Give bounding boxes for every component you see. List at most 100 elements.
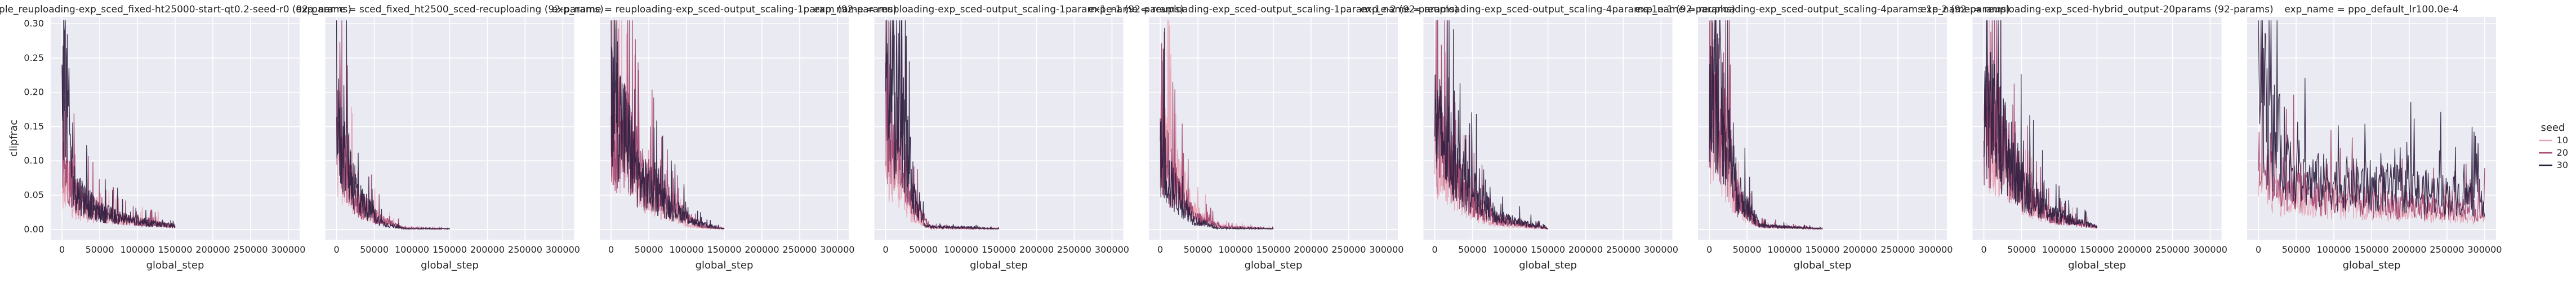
series-line-seed-30	[1160, 28, 1274, 231]
x-tick-label: 50000	[909, 244, 938, 255]
x-axis-label: global_step	[970, 259, 1028, 271]
x-tick-label: 150000	[707, 244, 741, 255]
x-tick-label: 0	[1706, 244, 1712, 255]
y-tick-label: 0.10	[24, 155, 44, 166]
x-tick-label: 100000	[1218, 244, 1253, 255]
series-line-seed-20	[610, 20, 725, 230]
x-tick-label: 50000	[86, 244, 114, 255]
legend-label-20: 20	[2557, 147, 2568, 158]
x-tick-label: 100000	[1767, 244, 1802, 255]
x-tick-label: 200000	[1294, 244, 1328, 255]
panel-title: ple_reuploading-exp_sced_fixed-ht25000-s…	[0, 4, 351, 15]
x-tick-label: 200000	[1019, 244, 1054, 255]
x-tick-label: 0	[333, 244, 339, 255]
legend-title: seed	[2541, 122, 2565, 134]
panel-6: 0 50000 100000 150000 200000 250000 300000glob…	[1361, 4, 1736, 271]
x-tick-label: 250000	[1331, 244, 1366, 255]
series-line-seed-30	[1434, 20, 1548, 230]
panel-title: exp_name = reuploading-exp_sced-output_s…	[552, 4, 897, 15]
x-tick-label: 200000	[195, 244, 230, 255]
x-tick-label: 200000	[1568, 244, 1603, 255]
panel-5: 0 50000 100000 150000 200000 250000 300000glob…	[1089, 4, 1459, 271]
panel-4: 0 50000 100000 150000 200000 250000 300000 glob…	[814, 4, 1184, 271]
x-tick-label: 250000	[2155, 244, 2190, 255]
x-tick-label: 250000	[1880, 244, 1915, 255]
x-tick-label: 150000	[2354, 244, 2388, 255]
series-line-seed-30	[61, 20, 176, 229]
x-tick-label: 0	[608, 244, 614, 255]
x-tick-label: 200000	[2392, 244, 2426, 255]
legend-label-30: 30	[2557, 160, 2568, 170]
x-tick-label: 50000	[2007, 244, 2036, 255]
x-tick-label: 250000	[2430, 244, 2464, 255]
x-tick-label: 0	[1981, 244, 1986, 255]
x-axis-label: global_step	[146, 259, 204, 271]
x-tick-label: 200000	[470, 244, 505, 255]
x-axis-label: global_step	[1245, 259, 1303, 271]
x-tick-label: 50000	[1458, 244, 1487, 255]
panel-9: 0 50000 100000 150000 200000 250000 300000 glob…	[2247, 4, 2502, 271]
panel-8: 0 50000 100000 150000 200000 250000 300000glob…	[1920, 4, 2273, 271]
x-tick-label: 250000	[782, 244, 817, 255]
panel-7: 0 50000 100000 150000 200000 250000 300000 glob…	[1635, 4, 2010, 271]
x-tick-label: 0	[1157, 244, 1163, 255]
y-axis-label: clipfrac	[8, 120, 20, 157]
panel-title: exp_name = reuploading-exp_sced-output_s…	[814, 4, 1184, 15]
x-tick-label: 150000	[1256, 244, 1290, 255]
x-tick-label: 150000	[1805, 244, 1839, 255]
series-line-seed-30	[610, 20, 725, 230]
x-tick-label: 300000	[2467, 244, 2502, 255]
series-line-seed-20	[1160, 32, 1274, 230]
chart-panels: 0.00 0.05 0.10 0.15 0.20 0.25 0.30 0 50000 100000…	[0, 4, 2502, 271]
x-tick-label: 50000	[1733, 244, 1762, 255]
x-tick-label: 250000	[233, 244, 268, 255]
x-tick-label: 300000	[1095, 244, 1129, 255]
series-line-seed-30	[336, 20, 451, 230]
legend-label-10: 10	[2557, 135, 2568, 146]
x-tick-label: 100000	[120, 244, 154, 255]
x-tick-label: 200000	[745, 244, 779, 255]
x-tick-label: 150000	[433, 244, 467, 255]
panel-title: exp_name = reuploading-exp_sced-hybrid_o…	[1920, 4, 2273, 15]
x-tick-label: 200000	[1843, 244, 1877, 255]
panel-title: exp_name = reuploading-exp_sced-output_s…	[1089, 4, 1459, 15]
x-tick-label: 300000	[1369, 244, 1403, 255]
x-axis-label: global_step	[1519, 259, 1577, 271]
x-tick-label: 0	[1432, 244, 1437, 255]
x-tick-label: 300000	[2193, 244, 2227, 255]
y-tick-label: 0.20	[24, 87, 44, 98]
x-tick-label: 150000	[1531, 244, 1565, 255]
x-tick-label: 300000	[820, 244, 854, 255]
x-tick-label: 100000	[669, 244, 703, 255]
y-tick-label: 0.05	[24, 190, 44, 200]
y-tick-label: 0.25	[24, 52, 44, 63]
x-tick-label: 50000	[2282, 244, 2311, 255]
x-axis-label: global_step	[2343, 259, 2401, 271]
panel-2: 0 50000 100000 150000 200000 250000 300000 glob…	[296, 4, 604, 271]
x-tick-label: 100000	[944, 244, 978, 255]
x-tick-label: 0	[883, 244, 888, 255]
x-axis-label: global_step	[2068, 259, 2126, 271]
x-tick-label: 250000	[1606, 244, 1641, 255]
y-tick-label: 0.30	[24, 18, 44, 29]
series-line-seed-30	[1709, 20, 1823, 230]
series-line-seed-30	[2258, 20, 2485, 217]
x-tick-label: 300000	[546, 244, 580, 255]
x-tick-label: 250000	[1057, 244, 1091, 255]
panel-3: 0 50000 100000 150000 200000 250000 300000 glob…	[552, 4, 897, 271]
x-tick-label: 300000	[1644, 244, 1678, 255]
x-tick-label: 50000	[360, 244, 389, 255]
panel-1: 0.00 0.05 0.10 0.15 0.20 0.25 0.30 0 50000 100000…	[0, 4, 351, 271]
series-line-seed-30	[885, 20, 1000, 231]
series-line-seed-30	[1983, 20, 2098, 229]
x-axis-label: global_step	[696, 259, 754, 271]
x-tick-label: 300000	[271, 244, 305, 255]
x-tick-label: 150000	[2080, 244, 2114, 255]
x-axis-label: global_step	[421, 259, 479, 271]
panel-title: exp_name = ppo_default_lr100.0e-4	[2284, 4, 2458, 15]
x-tick-label: 100000	[2316, 244, 2351, 255]
y-tick-label: 0.00	[24, 224, 44, 235]
x-tick-label: 50000	[635, 244, 663, 255]
x-axis-label: global_step	[1794, 259, 1852, 271]
